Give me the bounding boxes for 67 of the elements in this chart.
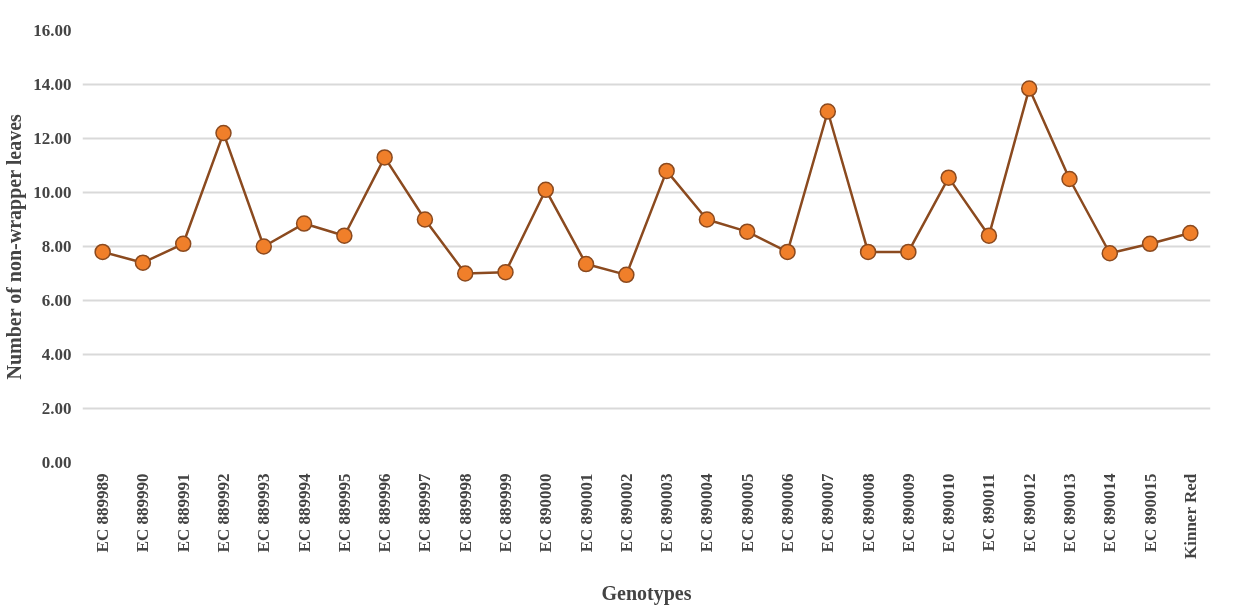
point [416, 211, 434, 228]
x-tick-label: EC 890015 [1140, 473, 1160, 553]
point [376, 149, 393, 166]
point [174, 235, 192, 253]
x-tick-label: EC 890001 [576, 473, 596, 553]
x-tick-label: EC 889990 [133, 473, 153, 553]
x-tick-label: EC 890013 [1060, 473, 1079, 553]
point [94, 243, 111, 261]
x-tick-label: EC 889996 [375, 473, 395, 553]
x-tick-label: EC 889994 [294, 473, 314, 553]
point [456, 265, 474, 282]
point [1182, 224, 1199, 242]
y-tick-label: 16.00 [33, 21, 72, 40]
y-tick-label: 0.00 [41, 453, 72, 472]
point [980, 227, 998, 244]
x-tick-label: EC 890007 [818, 473, 838, 553]
point [1020, 80, 1038, 97]
point [779, 243, 796, 261]
point [537, 181, 555, 199]
x-tick-label: EC 890010 [939, 473, 959, 553]
x-tick-label: EC 889991 [173, 473, 193, 553]
point [738, 223, 756, 240]
y-tick-label: 10.00 [33, 183, 72, 202]
x-tick-label: EC 889998 [455, 473, 475, 553]
x-tick-label: EC 890000 [536, 473, 556, 553]
point [618, 266, 635, 284]
point [1101, 245, 1119, 262]
point [255, 238, 273, 255]
x-tick-label: EC 890012 [1019, 473, 1039, 553]
x-tick-label: EC 890011 [979, 473, 999, 552]
point [940, 169, 957, 186]
point [1061, 170, 1078, 188]
y-tick-label: 14.00 [33, 75, 72, 94]
x-tick-label: EC 889995 [334, 473, 354, 553]
x-tick-label: EC 890002 [616, 473, 636, 553]
x-tick-label: EC 890009 [898, 473, 918, 553]
x-tick-label: EC 890004 [697, 473, 717, 553]
x-tick-label: EC 890006 [778, 473, 797, 553]
x-tick-label: EC 889997 [415, 473, 435, 553]
x-tick-label: EC 890003 [657, 473, 677, 553]
point [336, 227, 353, 244]
x-tick-label: Kinner Red [1180, 473, 1200, 559]
point [819, 103, 837, 120]
point [577, 255, 595, 273]
point [215, 124, 232, 142]
point [900, 243, 917, 261]
x-tick-label: EC 889993 [254, 473, 274, 553]
y-tick-label: 2.00 [41, 399, 72, 418]
x-tick-label: EC 889992 [214, 473, 233, 553]
y-axis-title: Number of non-wrapper leaves [3, 113, 27, 380]
point [497, 263, 514, 281]
point [698, 211, 716, 228]
x-tick-label: EC 889989 [93, 473, 113, 553]
point [658, 162, 675, 180]
y-tick-label: 12.00 [33, 129, 72, 148]
x-axis-title: Genotypes [601, 581, 692, 605]
point [1141, 235, 1159, 253]
x-tick-label: EC 890008 [858, 473, 878, 553]
y-tick-label: 4.00 [41, 345, 72, 364]
x-tick-label: EC 890005 [737, 473, 757, 553]
point [295, 215, 313, 232]
x-tick-label: EC 889999 [496, 473, 515, 553]
x-tick-label: EC 890014 [1100, 473, 1120, 553]
point [859, 243, 877, 261]
y-tick-label: 6.00 [41, 291, 72, 310]
y-tick-label: 8.00 [41, 237, 72, 256]
point [134, 254, 152, 271]
